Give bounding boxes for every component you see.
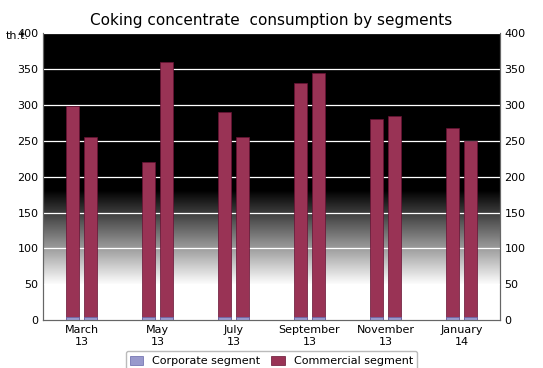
Bar (294, 317, 307, 320)
Bar (312, 317, 325, 320)
Bar (464, 317, 477, 320)
Bar (218, 112, 231, 320)
Bar (294, 84, 307, 320)
Bar (160, 62, 173, 320)
Bar (66, 106, 79, 320)
Bar (160, 317, 173, 320)
Bar (446, 317, 459, 320)
Bar (464, 141, 477, 320)
Bar (388, 317, 401, 320)
Title: Coking concentrate  consumption by segments: Coking concentrate consumption by segmen… (90, 13, 453, 28)
Bar (142, 162, 155, 320)
Bar (312, 72, 325, 320)
Bar (84, 137, 97, 320)
Bar (84, 317, 97, 320)
Bar (236, 317, 249, 320)
Bar (446, 128, 459, 320)
Legend: Corporate segment, Commercial segment: Corporate segment, Commercial segment (125, 351, 418, 368)
Bar (388, 116, 401, 320)
Bar (218, 317, 231, 320)
Bar (66, 317, 79, 320)
Bar (142, 317, 155, 320)
Text: th.t.: th.t. (5, 31, 29, 40)
Bar (236, 137, 249, 320)
Bar (370, 317, 383, 320)
Bar (370, 119, 383, 320)
